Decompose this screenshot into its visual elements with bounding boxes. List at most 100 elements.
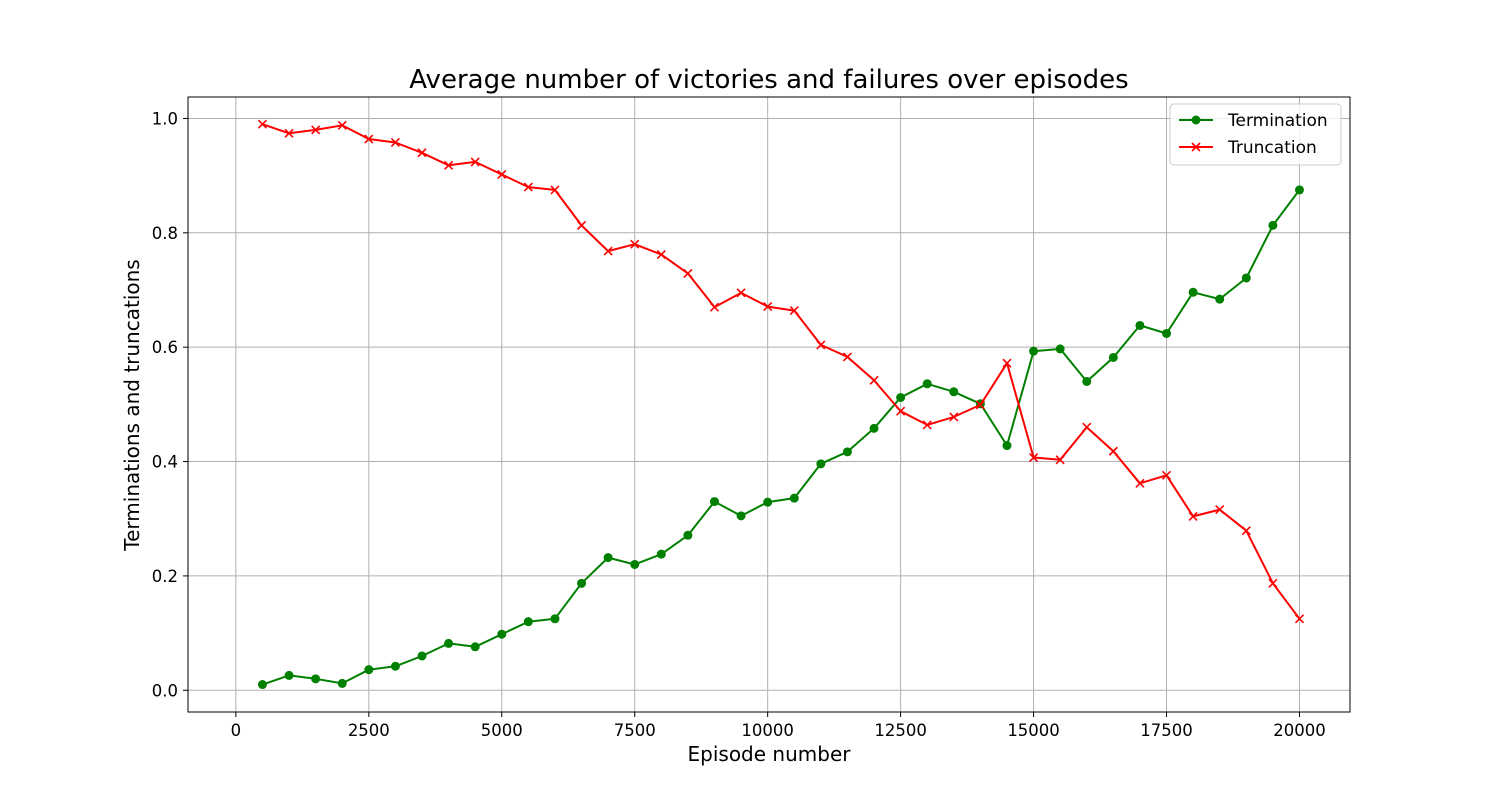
- data-point-truncation: [630, 239, 640, 249]
- data-point-termination: [284, 670, 294, 680]
- data-point-truncation: [284, 128, 294, 138]
- data-point-termination: [1108, 352, 1118, 362]
- data-point-truncation: [470, 157, 480, 167]
- data-point-truncation: [1241, 526, 1251, 536]
- y-tick-label: 1.0: [152, 109, 178, 128]
- data-point-truncation: [1188, 511, 1198, 522]
- x-tick-label: 5000: [481, 721, 523, 740]
- series-truncation: [257, 119, 1305, 624]
- data-point-truncation: [736, 288, 746, 298]
- data-point-truncation: [869, 375, 879, 385]
- y-tick-label: 0.4: [152, 453, 178, 472]
- data-point-truncation: [1161, 470, 1172, 480]
- data-point-truncation: [709, 302, 720, 312]
- legend: Termination Truncation: [1169, 103, 1342, 166]
- data-point-termination: [736, 511, 746, 521]
- data-point-truncation: [763, 302, 773, 312]
- y-tick-label: 0.2: [152, 567, 178, 586]
- legend-label-truncation: Truncation: [1227, 138, 1317, 158]
- data-point-termination: [311, 674, 321, 684]
- y-tick-label: 0.0: [152, 681, 178, 700]
- data-point-termination: [390, 661, 400, 671]
- data-point-termination: [470, 642, 480, 652]
- plot-frame: [187, 96, 1351, 713]
- series-layer: [257, 119, 1305, 690]
- ticks: 0 2500 5000 7500 10000 12500 15000 17500 20000 0.…: [152, 109, 1326, 740]
- data-point-truncation: [656, 249, 666, 260]
- series-termination: [257, 185, 1304, 690]
- data-point-termination: [683, 530, 693, 540]
- data-point-termination: [550, 614, 560, 624]
- data-point-termination: [842, 447, 852, 457]
- x-tick-label: 17500: [1140, 721, 1193, 740]
- x-tick-label: 15000: [1007, 721, 1060, 740]
- y-axis-label: Terminations and truncations: [120, 259, 144, 551]
- data-point-termination: [763, 497, 773, 507]
- data-point-termination: [1241, 273, 1251, 283]
- data-point-truncation: [1029, 452, 1039, 463]
- data-point-truncation: [816, 340, 826, 350]
- legend-label-termination: Termination: [1227, 111, 1328, 131]
- data-point-termination: [603, 553, 613, 563]
- data-point-termination: [417, 651, 427, 661]
- data-point-termination: [789, 493, 799, 503]
- data-point-termination: [1294, 185, 1304, 195]
- data-point-termination: [497, 629, 507, 639]
- data-point-termination: [444, 638, 454, 648]
- data-point-termination: [709, 497, 719, 507]
- data-point-truncation: [257, 119, 268, 129]
- data-point-termination: [337, 678, 347, 688]
- legend-marker-termination: [1191, 115, 1201, 125]
- series-line-truncation: [262, 123, 1301, 620]
- data-point-truncation: [949, 412, 959, 422]
- data-point-termination: [869, 423, 879, 433]
- x-axis-label: Episode number: [688, 742, 852, 766]
- x-tick-label: 2500: [348, 721, 390, 740]
- data-point-truncation: [1055, 455, 1065, 465]
- data-point-termination: [1135, 320, 1145, 330]
- x-tick-label: 0: [231, 721, 242, 740]
- data-point-truncation: [417, 148, 427, 158]
- data-point-truncation: [603, 246, 613, 256]
- x-tick-label: 7500: [614, 721, 656, 740]
- data-point-truncation: [683, 268, 693, 278]
- data-point-truncation: [497, 169, 507, 180]
- data-point-truncation: [1135, 478, 1145, 488]
- data-point-termination: [816, 459, 826, 469]
- data-point-truncation: [1215, 505, 1225, 515]
- data-point-truncation: [1268, 578, 1278, 588]
- data-point-termination: [1055, 344, 1065, 354]
- data-point-truncation: [337, 120, 347, 130]
- grid: [188, 97, 1350, 712]
- data-point-termination: [1029, 346, 1039, 356]
- data-point-truncation: [975, 400, 985, 410]
- data-point-termination: [1268, 220, 1278, 230]
- series-line-termination: [262, 189, 1301, 686]
- data-point-termination: [949, 387, 959, 397]
- data-point-truncation: [896, 406, 906, 416]
- y-tick-label: 0.8: [152, 224, 178, 243]
- x-tick-label: 12500: [874, 721, 927, 740]
- data-point-termination: [1162, 328, 1172, 338]
- data-point-truncation: [311, 125, 321, 135]
- data-point-truncation: [1002, 358, 1012, 368]
- data-point-truncation: [922, 420, 932, 430]
- data-point-termination: [1002, 441, 1012, 451]
- data-point-truncation: [789, 306, 799, 316]
- data-point-termination: [1082, 376, 1092, 386]
- data-point-termination: [1188, 287, 1198, 297]
- data-point-truncation: [842, 352, 853, 362]
- data-point-truncation: [1082, 422, 1092, 432]
- x-tick-label: 20000: [1273, 721, 1326, 740]
- data-point-truncation: [390, 137, 400, 148]
- data-point-termination: [257, 680, 267, 690]
- data-point-truncation: [523, 182, 533, 192]
- data-point-termination: [577, 578, 587, 588]
- data-point-truncation: [1108, 446, 1118, 456]
- data-point-termination: [364, 665, 374, 675]
- data-point-truncation: [1294, 614, 1305, 624]
- data-point-termination: [1215, 294, 1225, 304]
- data-point-truncation: [576, 220, 587, 230]
- data-point-termination: [922, 379, 932, 389]
